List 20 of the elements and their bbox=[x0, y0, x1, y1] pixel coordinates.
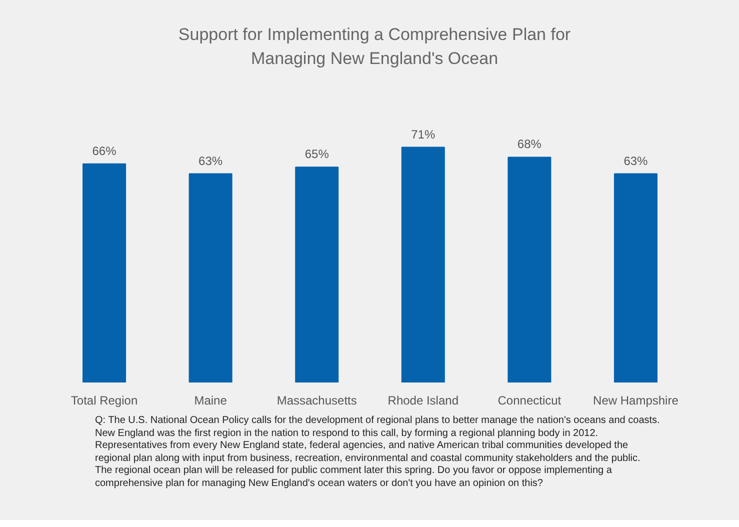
bar bbox=[295, 166, 339, 382]
bar bbox=[188, 173, 232, 382]
x-tick-label: New Hampshire bbox=[593, 394, 679, 408]
bar bbox=[82, 163, 126, 382]
bar bbox=[614, 173, 658, 382]
data-label: 66% bbox=[92, 144, 117, 158]
bar bbox=[508, 156, 552, 382]
data-label: 71% bbox=[411, 127, 436, 142]
chart-title: Support for Implementing a Comprehensive Plan for Managing New England's Ocean bbox=[177, 24, 572, 70]
x-tick-label: Maine bbox=[194, 394, 228, 408]
x-tick-label: Total Region bbox=[70, 394, 138, 408]
data-label: 65% bbox=[304, 147, 330, 162]
x-tick-label: Rhode Island bbox=[388, 394, 459, 408]
data-label: 63% bbox=[624, 154, 648, 168]
x-tick-label: Massachusetts bbox=[276, 394, 357, 408]
text: Q: The U.S. National Ocean Policy calls for the development of regional plans to better manage the nation's oceans and coasts. New England was the first region in the nation to respond to this call, by forming a regional planning body in 2012. Representatives from every New England state, federal agencies, and native American tribal communities developed the regional plan along with input from business, recreation, environmental and coastal community stakeholders and the public. The regional ocean plan will be released for public comment later this spring. Do you favor or oppose implementing a comprehensive plan for managing New England's ocean waters or don't you have an opinion on this? bbox=[95, 415, 660, 490]
data-label: 63% bbox=[198, 154, 223, 168]
data-label: 68% bbox=[517, 137, 542, 152]
bar bbox=[401, 146, 445, 382]
x-tick-label: Connecticut bbox=[498, 394, 562, 408]
